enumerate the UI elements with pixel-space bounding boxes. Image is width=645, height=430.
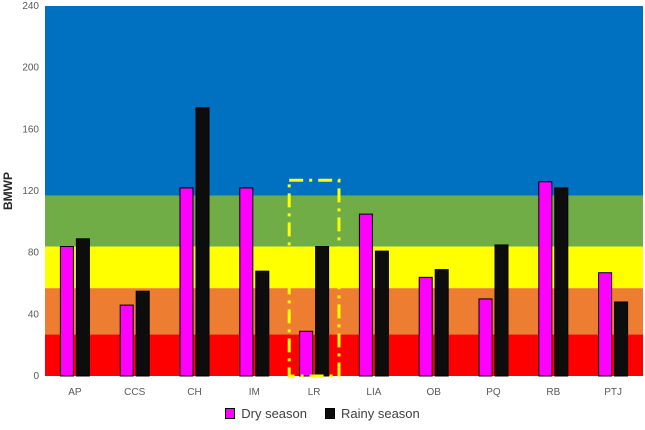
legend-label-rainy: Rainy season bbox=[340, 406, 420, 421]
y-axis-ticks: 0 40 80 120 160 200 240 bbox=[22, 1, 39, 382]
bars-group bbox=[59, 107, 629, 377]
bar-dry-ch bbox=[179, 187, 194, 377]
bar-rainy-rb bbox=[554, 187, 569, 377]
bar-dry-ptj bbox=[598, 272, 613, 377]
bar-dry-ob bbox=[418, 276, 433, 377]
quality-band-3 bbox=[45, 195, 643, 247]
bar-dry-im bbox=[239, 187, 254, 377]
bar-dry-pq bbox=[478, 298, 493, 377]
y-tick-label: 40 bbox=[28, 309, 40, 320]
x-tick-label: RB bbox=[546, 387, 560, 398]
quality-band-0 bbox=[45, 334, 643, 376]
y-tick-label: 160 bbox=[22, 124, 39, 135]
quality-bands bbox=[45, 6, 643, 376]
y-tick-label: 0 bbox=[33, 371, 39, 382]
legend-swatch-rainy bbox=[324, 408, 335, 419]
y-tick-label: 80 bbox=[28, 248, 40, 259]
legend: Dry season Rainy season bbox=[0, 406, 645, 421]
x-tick-label: AP bbox=[68, 387, 82, 398]
highlight-box bbox=[287, 178, 341, 378]
legend-swatch-dry bbox=[225, 408, 236, 419]
bar-rainy-lr bbox=[315, 246, 330, 377]
x-tick-label: CCS bbox=[124, 387, 145, 398]
x-tick-label: OB bbox=[426, 387, 441, 398]
bar-rainy-ch bbox=[195, 107, 210, 377]
bar-dry-ap bbox=[59, 246, 74, 377]
bar-dry-rb bbox=[538, 181, 553, 377]
x-tick-label: IM bbox=[249, 387, 260, 398]
bar-rainy-pq bbox=[494, 244, 509, 377]
x-tick-label: LIA bbox=[366, 387, 381, 398]
quality-band-1 bbox=[45, 288, 643, 335]
legend-label-dry: Dry season bbox=[241, 406, 307, 421]
x-axis-ticks: AP CCS CH IM LR LIA OB PQ RB PTJ bbox=[68, 387, 622, 398]
legend-item-dry: Dry season bbox=[225, 406, 307, 421]
bar-dry-ccs bbox=[119, 304, 134, 377]
bar-rainy-lia bbox=[374, 250, 389, 377]
y-tick-label: 200 bbox=[22, 63, 39, 74]
x-tick-label: PQ bbox=[486, 387, 501, 398]
bar-rainy-ap bbox=[75, 238, 90, 377]
bar-rainy-ob bbox=[434, 269, 449, 377]
bar-rainy-im bbox=[255, 270, 270, 377]
quality-band-4 bbox=[45, 6, 643, 196]
bar-dry-lr bbox=[299, 330, 314, 377]
y-tick-label: 240 bbox=[22, 1, 39, 12]
bar-dry-lia bbox=[358, 213, 373, 377]
y-tick-label: 120 bbox=[22, 186, 39, 197]
x-tick-label: CH bbox=[187, 387, 201, 398]
quality-band-2 bbox=[45, 246, 643, 289]
bar-rainy-ccs bbox=[135, 290, 150, 377]
y-axis-title: BMWP bbox=[1, 172, 15, 210]
x-tick-label: PTJ bbox=[604, 387, 622, 398]
x-tick-label: LR bbox=[308, 387, 321, 398]
bar-rainy-ptj bbox=[614, 301, 629, 377]
highlight-box-group bbox=[287, 178, 341, 378]
legend-item-rainy: Rainy season bbox=[324, 406, 420, 421]
